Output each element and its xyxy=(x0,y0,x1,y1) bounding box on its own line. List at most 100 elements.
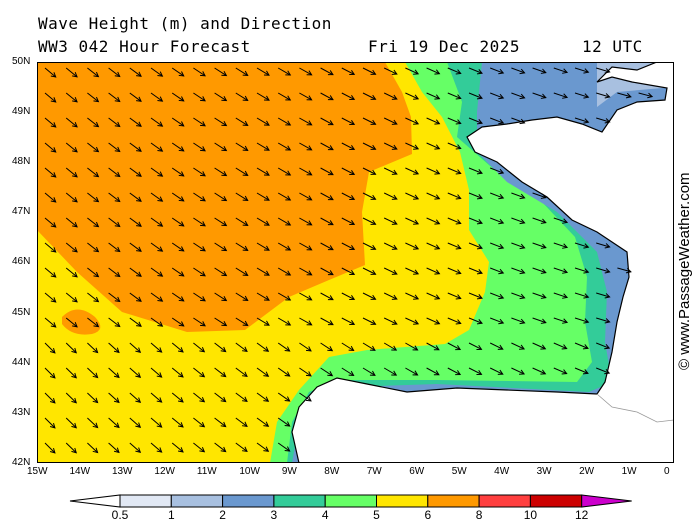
wave-arrow xyxy=(65,67,78,78)
wave-arrow xyxy=(65,117,78,128)
wave-arrow xyxy=(468,117,483,125)
wave-arrow xyxy=(468,217,483,225)
wave-arrow xyxy=(511,192,526,200)
colorbar-label: 3 xyxy=(270,508,278,522)
wave-arrow xyxy=(256,142,270,151)
wave-arrow xyxy=(108,117,121,128)
wave-arrow xyxy=(468,192,483,200)
wave-arrow xyxy=(108,92,121,103)
wave-arrow xyxy=(171,217,185,227)
wave-arrow xyxy=(150,217,164,227)
colorbar-label: 1 xyxy=(167,508,175,522)
wave-arrow xyxy=(447,217,462,225)
wave-arrow xyxy=(426,192,441,200)
wave-arrow xyxy=(574,317,590,324)
wave-arrow xyxy=(574,367,589,375)
wave-arrow xyxy=(299,242,313,251)
wave-arrow xyxy=(426,342,440,351)
wave-arrow xyxy=(129,242,142,252)
wave-arrow xyxy=(320,117,334,126)
wave-arrow xyxy=(129,92,142,102)
wave-arrow xyxy=(214,67,228,77)
wave-arrow xyxy=(405,242,420,250)
wave-arrow xyxy=(574,117,590,124)
wave-arrow xyxy=(129,442,142,453)
wave-arrow xyxy=(362,192,377,200)
wave-arrow xyxy=(65,342,78,354)
wave-arrow xyxy=(150,292,164,302)
latitude-label: 42N xyxy=(12,456,31,468)
wave-arrow xyxy=(490,292,505,300)
wave-arrow xyxy=(214,392,227,403)
wave-arrow xyxy=(256,442,270,452)
map-title: Wave Height (m) and Direction xyxy=(38,14,332,33)
wave-arrow xyxy=(214,142,228,152)
latitude-label: 43N xyxy=(12,406,31,418)
wave-arrow xyxy=(214,217,228,227)
wave-arrow xyxy=(362,167,377,175)
longitude-label: 13W xyxy=(111,466,133,477)
wave-arrow xyxy=(171,192,185,202)
wave-arrow xyxy=(362,142,377,150)
wave-arrow xyxy=(214,367,227,378)
wave-arrow xyxy=(596,342,611,350)
wave-arrow xyxy=(596,292,611,299)
wave-arrow xyxy=(341,217,356,226)
colorbar-label: 4 xyxy=(321,508,329,522)
wave-arrow xyxy=(235,242,249,251)
wave-arrow xyxy=(383,92,398,100)
wave-arrow xyxy=(277,292,292,301)
wave-arrow xyxy=(362,217,377,225)
wave-arrow xyxy=(193,367,206,378)
wave-arrow xyxy=(44,367,56,379)
wave-arrow xyxy=(299,267,313,276)
forecast-time: 12 UTC xyxy=(582,37,643,56)
wave-arrow xyxy=(277,417,291,427)
wave-arrow xyxy=(553,217,569,224)
wave-arrow xyxy=(553,317,569,324)
wave-arrow xyxy=(44,242,57,253)
wave-arrow xyxy=(299,292,313,301)
wave-arrow xyxy=(341,342,355,352)
wave-arrow xyxy=(214,92,228,102)
wave-arrow xyxy=(299,92,313,101)
wave-arrow xyxy=(511,242,526,250)
wave-arrow xyxy=(553,92,569,99)
wave-arrow xyxy=(468,242,483,250)
wave-arrow xyxy=(405,217,420,225)
latitude-label: 46N xyxy=(12,256,31,268)
wave-arrow xyxy=(214,442,227,453)
wave-arrow xyxy=(150,317,164,327)
colorbar-label: 10 xyxy=(523,508,538,522)
wave-arrow xyxy=(553,342,568,350)
colorbar-segment xyxy=(427,494,480,508)
wave-arrow xyxy=(511,67,526,75)
wave-arrow xyxy=(447,292,462,300)
wave-arrow xyxy=(341,92,356,101)
wave-arrow xyxy=(299,117,313,126)
wave-arrow xyxy=(383,142,398,150)
wave-arrow xyxy=(256,117,270,126)
wave-arrow xyxy=(87,242,100,253)
wave-arrow xyxy=(532,342,547,350)
wave-arrow xyxy=(214,342,227,353)
sea-orange-blob xyxy=(62,309,101,335)
wave-arrow xyxy=(256,267,270,276)
wave-arrow xyxy=(129,292,142,302)
wave-arrow xyxy=(532,292,547,299)
wave-arrow xyxy=(320,67,334,76)
wave-arrow xyxy=(65,417,78,429)
wave-arrow xyxy=(277,192,292,201)
wave-arrow xyxy=(532,367,547,375)
wave-arrow xyxy=(426,92,441,100)
wave-arrow xyxy=(362,367,376,376)
wave-arrow xyxy=(362,92,377,100)
wave-arrow xyxy=(150,67,164,77)
wave-arrow xyxy=(171,317,185,327)
wave-arrow xyxy=(299,192,313,201)
wave-arrow xyxy=(447,192,462,200)
wave-arrow xyxy=(87,67,100,78)
wave-arrow xyxy=(468,167,483,175)
wave-arrow xyxy=(511,317,526,325)
wave-arrow xyxy=(362,267,377,275)
